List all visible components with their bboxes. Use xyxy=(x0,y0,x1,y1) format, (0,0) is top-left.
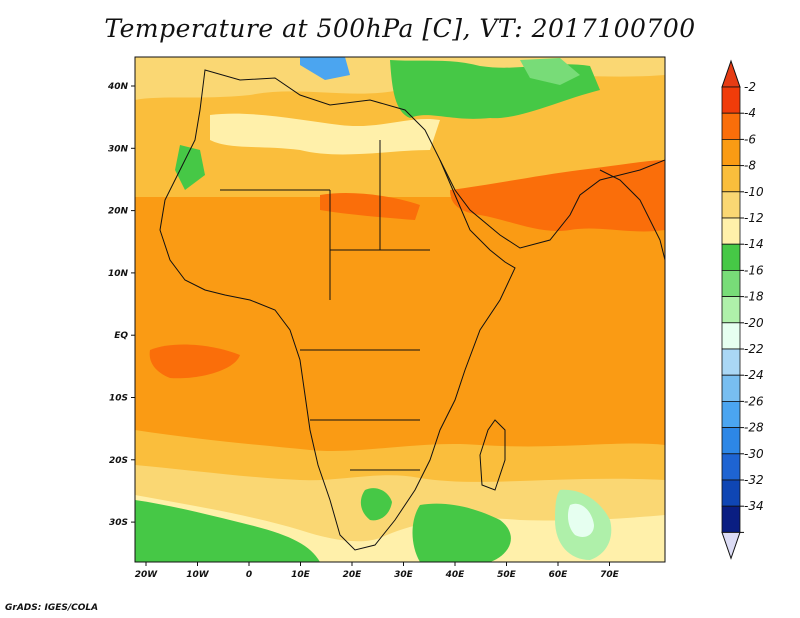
colorbar: -2 -4 -6 -8 -10 -12 -14 -16 -18 -20 -22 -24 -26 -28 -3… xyxy=(721,59,764,560)
colorbar-swatch xyxy=(721,191,741,219)
lat-tick-label: 30S xyxy=(109,518,128,528)
colorbar-label: -24 xyxy=(744,368,764,382)
colorbar-swatch xyxy=(721,296,741,324)
lat-tick-label: 20S xyxy=(109,456,128,466)
field-sahara-cool xyxy=(210,113,440,155)
borders xyxy=(220,140,430,471)
field-sa-cold xyxy=(360,488,392,521)
colorbar-swatch xyxy=(721,243,741,271)
colorbar-swatch xyxy=(721,269,741,297)
field-black-sea xyxy=(520,58,580,85)
colorbar-label: -16 xyxy=(744,263,764,277)
colorbar-label: -14 xyxy=(744,237,764,251)
lon-tick-label: 30E xyxy=(394,570,414,580)
lat-tick-label: EQ xyxy=(114,331,128,341)
field-arabia-hot xyxy=(450,160,665,232)
colorbar-swatch xyxy=(721,86,741,114)
madagascar xyxy=(479,419,506,491)
colorbar-label: -28 xyxy=(744,421,764,435)
india-coast xyxy=(599,169,665,261)
colorbar-label: -2 xyxy=(744,80,756,94)
colorbar-label: -26 xyxy=(744,394,764,408)
field-atlantic-hot xyxy=(149,344,240,379)
field-sahel-hot xyxy=(320,193,420,220)
lon-tick-label: 60E xyxy=(549,570,569,580)
lat-tick-label: 40N xyxy=(107,82,129,92)
colorbar-swatch xyxy=(721,112,741,140)
lat-tick-label: 10N xyxy=(108,269,129,279)
colorbar-label: -30 xyxy=(744,447,764,461)
lon-tick-label: 0 xyxy=(246,570,252,580)
colorbar-swatch xyxy=(721,138,741,166)
lon-tick-label: 50E xyxy=(497,570,517,580)
colorbar-swatch xyxy=(721,217,741,245)
colorbar-swatch xyxy=(721,348,741,376)
lat-tick-label: 10S xyxy=(109,394,128,404)
colorbar-over-arrow xyxy=(721,59,741,88)
colorbar-swatch xyxy=(721,400,741,428)
colorbar-swatch xyxy=(721,479,741,507)
africa-coast xyxy=(159,69,516,551)
field-atlas-cold xyxy=(175,145,205,190)
grads-credit: GrADS: IGES/COLA xyxy=(5,603,99,613)
colorbar-label: -6 xyxy=(744,132,756,146)
map-frame xyxy=(134,56,666,563)
lon-tick-label: 70E xyxy=(600,570,620,580)
field-south-coldest xyxy=(567,503,594,537)
colorbar-label: -8 xyxy=(744,159,756,173)
field-sw-cold xyxy=(135,500,320,562)
colorbar-under-arrow xyxy=(721,531,741,560)
lon-tick-label: 20W xyxy=(135,570,159,580)
colorbar-label: -32 xyxy=(744,473,764,487)
colorbar-swatch xyxy=(721,165,741,193)
colorbar-swatch xyxy=(721,427,741,455)
lat-tick-label: 20N xyxy=(108,207,129,217)
colorbar-label: -34 xyxy=(744,499,764,513)
temperature-field xyxy=(135,57,665,562)
lon-tick-label: 10E xyxy=(291,570,311,580)
colorbar-swatch xyxy=(721,374,741,402)
field-cold-spot xyxy=(300,57,350,80)
colorbar-label: -22 xyxy=(744,342,764,356)
colorbar-label: -20 xyxy=(744,316,764,330)
coastlines xyxy=(159,69,665,551)
lon-tick-label: 40E xyxy=(445,570,466,580)
colorbar-label: -18 xyxy=(744,290,764,304)
field-se-cold xyxy=(412,503,511,562)
colorbar-label: -12 xyxy=(744,211,764,225)
latitude-axis: 40N 30N 20N 10N EQ 10S 20S 30S xyxy=(107,82,135,528)
colorbar-swatch xyxy=(721,505,741,533)
lon-tick-label: 20E xyxy=(343,570,363,580)
longitude-axis: 20W 10W 0 10E 20E 30E 40E 50E 60E 70E xyxy=(135,562,620,580)
lat-tick-label: 30N xyxy=(108,144,129,154)
lon-tick-label: 10W xyxy=(186,570,210,580)
map-title: Temperature at 500hPa [C], VT: 201710070… xyxy=(104,14,696,43)
colorbar-label: -4 xyxy=(744,106,756,120)
colorbar-label: -10 xyxy=(744,185,764,199)
colorbar-swatch xyxy=(721,453,741,481)
colorbar-swatch xyxy=(721,322,741,350)
